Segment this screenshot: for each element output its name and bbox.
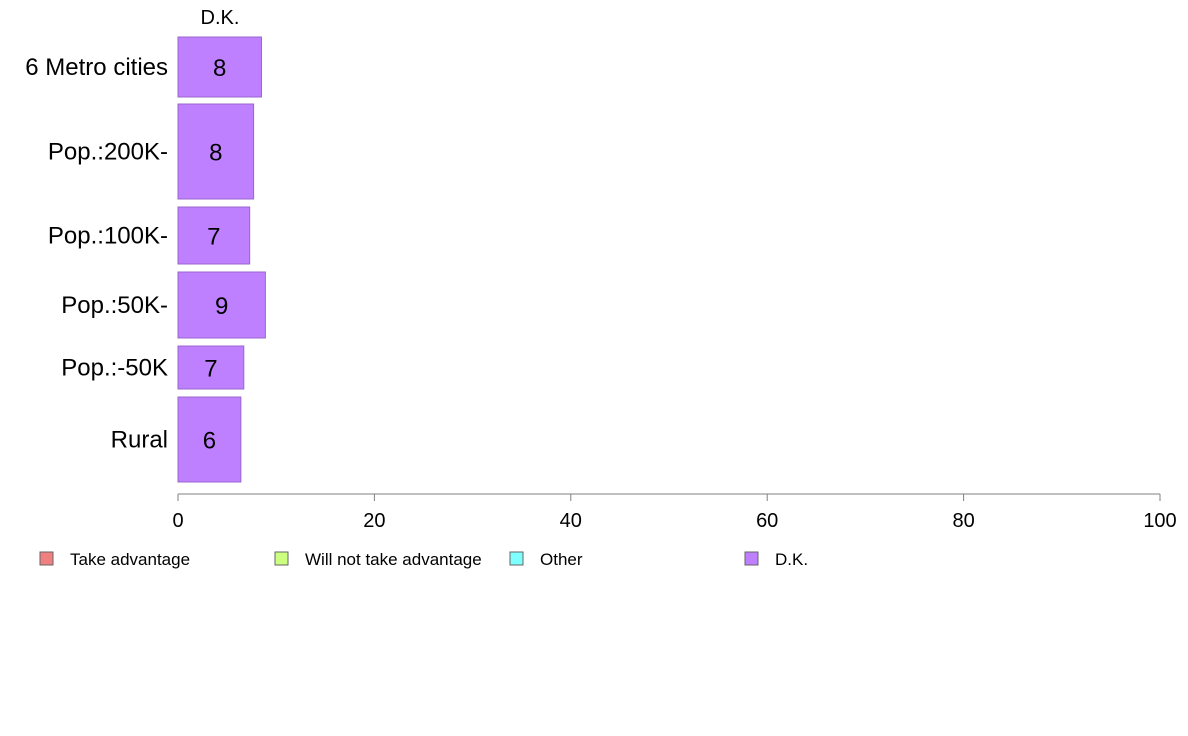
bar-value-label: 8 <box>209 140 222 167</box>
series-header-dk: D.K. <box>201 7 240 29</box>
legend-label: D.K. <box>775 550 808 569</box>
legend-swatch <box>509 551 524 566</box>
category-label: Pop.:-50K <box>61 355 168 382</box>
bar-d-k <box>177 206 251 265</box>
bar-d-k <box>177 271 266 339</box>
bar-value-label: 7 <box>207 224 220 251</box>
x-tick-label: 20 <box>363 510 385 532</box>
x-tick-label: 60 <box>756 510 778 532</box>
legend: Take advantage Will not take advantage Oth… <box>39 550 808 569</box>
category-label: Rural <box>111 427 168 454</box>
bar-d-k <box>177 345 245 390</box>
x-tick-label: 100 <box>1143 510 1176 532</box>
bar-value-label: 9 <box>215 293 228 320</box>
category-label: 6 Metro cities <box>25 54 168 81</box>
x-tick-label: 40 <box>560 510 582 532</box>
bars <box>177 36 266 483</box>
legend-item: Other <box>509 550 583 569</box>
bar-d-k <box>177 103 255 200</box>
category-labels: 6 Metro cities Pop.:200K- Pop.:100K- Pop.:5… <box>25 54 168 454</box>
legend-swatch <box>744 551 759 566</box>
x-axis: 0 20 40 60 80 100 <box>172 493 1177 532</box>
category-label: Pop.:100K- <box>48 223 168 250</box>
bar-value-label: 6 <box>203 428 216 455</box>
legend-item: D.K. <box>744 550 808 569</box>
x-tick-label: 80 <box>952 510 974 532</box>
bar-d-k <box>177 36 262 98</box>
category-label: Pop.:200K- <box>48 139 168 166</box>
legend-label: Other <box>540 550 583 569</box>
legend-swatch <box>39 551 54 566</box>
bar-value-label: 8 <box>213 55 226 82</box>
x-tick-label: 0 <box>172 510 183 532</box>
legend-label: Take advantage <box>70 550 190 569</box>
bar-value-label: 7 <box>204 356 217 383</box>
value-labels: 8 8 7 9 7 6 <box>203 55 229 455</box>
legend-swatch <box>274 551 289 566</box>
legend-label: Will not take advantage <box>305 550 482 569</box>
legend-item: Take advantage <box>39 550 190 569</box>
legend-item: Will not take advantage <box>274 550 482 569</box>
bar-d-k <box>177 396 242 483</box>
category-label: Pop.:50K- <box>61 292 168 319</box>
